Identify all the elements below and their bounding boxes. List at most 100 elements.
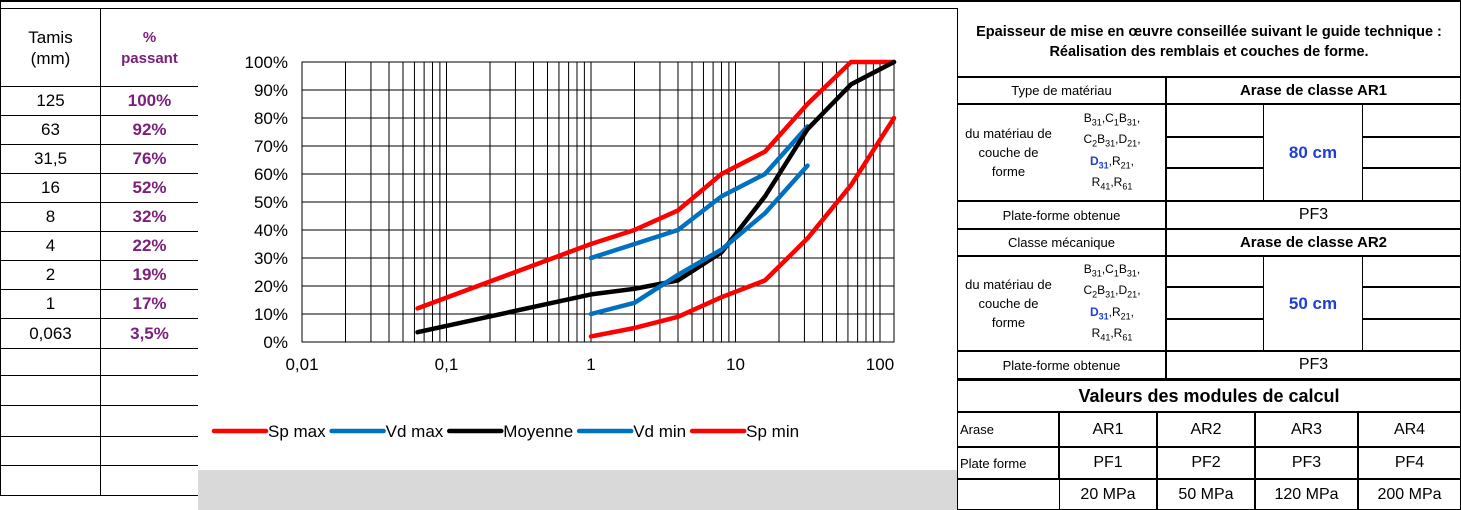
- series-line: [588, 124, 810, 261]
- arase-ar2: AR2: [1157, 412, 1255, 447]
- series-line: [588, 115, 897, 339]
- x-tick-label: 0,01: [285, 355, 318, 374]
- y-tick-label: 20%: [254, 277, 288, 296]
- material-classes-2: B31,C1B31, C2B31,D21, D31,R21, R41,R61: [1059, 256, 1166, 351]
- sieve-row: 8 32%: [0, 202, 199, 232]
- tamis-cell: 2: [0, 260, 101, 290]
- empty-cell: [100, 348, 199, 376]
- platform-value-2: PF3: [1166, 351, 1461, 379]
- pct-cell: 19%: [100, 260, 199, 290]
- arase-ar1: AR1: [1059, 412, 1157, 447]
- y-tick-label: 10%: [254, 305, 288, 324]
- tamis-cell: 125: [0, 86, 101, 116]
- legend-label: Vd min: [633, 422, 686, 441]
- header-tamis: Tamis (mm): [0, 8, 101, 87]
- x-tick-label: 10: [726, 355, 745, 374]
- empty-cell: [100, 405, 199, 437]
- header-pct: % passant: [100, 8, 199, 87]
- grid-cell: [1166, 168, 1264, 201]
- modules-title: Valeurs des modules de calcul: [957, 379, 1461, 412]
- plate-pf2: PF2: [1157, 447, 1255, 479]
- tamis-cell: 8: [0, 202, 101, 232]
- arase-ar3: AR3: [1255, 412, 1358, 447]
- grid-cell: [1362, 256, 1461, 287]
- empty-cell: [957, 479, 1059, 510]
- y-tick-label: 60%: [254, 165, 288, 184]
- arase-ar4: AR4: [1358, 412, 1461, 447]
- thickness-2: 50 cm: [1264, 256, 1362, 351]
- pct-cell: 52%: [100, 173, 199, 203]
- grid-cell: [1166, 137, 1264, 168]
- sieve-row: 31,5 76%: [0, 144, 199, 174]
- tamis-cell: 4: [0, 231, 101, 261]
- sieve-row: 0,063 3,5%: [0, 318, 199, 349]
- empty-cell: [0, 348, 101, 376]
- sieve-row: 4 22%: [0, 231, 199, 261]
- module-value-1: 20 MPa: [1059, 479, 1157, 510]
- pct-cell: 22%: [100, 231, 199, 261]
- legend-label: Moyenne: [503, 422, 573, 441]
- x-tick-label: 100: [866, 355, 894, 374]
- legend-label: Sp min: [746, 422, 799, 441]
- grid-cell: [1362, 137, 1461, 168]
- pct-cell: 32%: [100, 202, 199, 232]
- pct-cell: 3,5%: [100, 318, 199, 349]
- arase-ar1-heading: Arase de classe AR1: [1166, 77, 1461, 104]
- plate-pf3: PF3: [1255, 447, 1358, 479]
- material-label-1: du matériau de couche de forme: [957, 104, 1059, 201]
- module-value-3: 120 MPa: [1255, 479, 1358, 510]
- arase-row-label: Arase: [957, 412, 1059, 447]
- sieve-row: 63 92%: [0, 115, 199, 145]
- material-classes-1: B31,C1B31, C2B31,D21, D31,R21, R41,R61: [1059, 104, 1166, 201]
- tamis-cell: 1: [0, 289, 101, 319]
- empty-cell: [0, 375, 101, 406]
- tamis-cell: 0,063: [0, 318, 101, 349]
- chart-bottom-band: [198, 470, 957, 510]
- sieve-table: Tamis (mm) % passant 125 100% 63 92% 31,5 76% 16…: [0, 8, 199, 496]
- module-value-2: 50 MPa: [1157, 479, 1255, 510]
- y-tick-label: 40%: [254, 221, 288, 240]
- sieve-row: 16 52%: [0, 173, 199, 203]
- pct-cell: 17%: [100, 289, 199, 319]
- series-line: [415, 59, 897, 311]
- grid-cell: [1166, 256, 1264, 287]
- platform-value-1: PF3: [1166, 201, 1461, 229]
- empty-cell: [0, 436, 101, 466]
- y-tick-label: 100%: [245, 53, 288, 72]
- grid-cell: [1166, 319, 1264, 351]
- tamis-cell: 63: [0, 115, 101, 145]
- legend-label: Vd max: [386, 422, 444, 441]
- empty-cell: [0, 405, 101, 437]
- x-tick-label: 1: [586, 355, 595, 374]
- x-tick-label: 0,1: [435, 355, 459, 374]
- tamis-cell: 16: [0, 173, 101, 203]
- platform-label-2: Plate-forme obtenue: [957, 351, 1166, 379]
- sieve-row: 2 19%: [0, 260, 199, 290]
- empty-cell: [100, 465, 199, 496]
- legend-label: Sp max: [268, 422, 326, 441]
- plate-pf1: PF1: [1059, 447, 1157, 479]
- pct-cell: 100%: [100, 86, 199, 116]
- y-tick-label: 90%: [254, 81, 288, 100]
- sieve-row: 1 17%: [0, 289, 199, 319]
- grading-chart: 0% 10% 20% 30% 40% 50% 60% 70% 80% 90% 100% 0,01 0,1…: [211, 53, 897, 441]
- guide-title: Epaisseur de mise en œuvre conseillée su…: [957, 8, 1461, 77]
- y-tick-label: 30%: [254, 249, 288, 268]
- grid-cell: [1362, 287, 1461, 319]
- plate-row-label: Plate forme: [957, 447, 1059, 479]
- y-tick-label: 50%: [254, 193, 288, 212]
- thickness-1: 80 cm: [1264, 104, 1362, 201]
- y-tick-label: 0%: [263, 333, 288, 352]
- series-line: [415, 59, 897, 335]
- empty-cell: [0, 465, 101, 496]
- pct-cell: 76%: [100, 144, 199, 174]
- plate-pf4: PF4: [1358, 447, 1461, 479]
- pct-cell: 92%: [100, 115, 199, 145]
- arase-ar2-heading: Arase de classe AR2: [1166, 229, 1461, 256]
- grid-cell: [1362, 319, 1461, 351]
- right-panel: Epaisseur de mise en œuvre conseillée su…: [957, 8, 1461, 510]
- material-label-2: du matériau de couche de forme: [957, 256, 1059, 351]
- type-materiau-label: Type de matériau: [957, 77, 1166, 104]
- empty-cell: [100, 375, 199, 406]
- series-line: [588, 163, 810, 317]
